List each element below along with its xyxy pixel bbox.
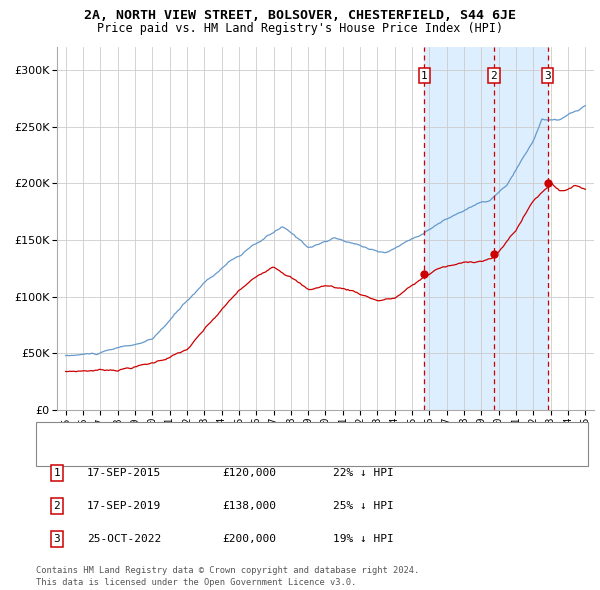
Text: 3: 3 [53, 535, 61, 544]
Text: 2: 2 [490, 71, 497, 81]
Text: ——: —— [48, 446, 65, 460]
Text: 17-SEP-2019: 17-SEP-2019 [87, 502, 161, 511]
Text: 22% ↓ HPI: 22% ↓ HPI [333, 468, 394, 478]
Text: 25% ↓ HPI: 25% ↓ HPI [333, 502, 394, 511]
Text: 25-OCT-2022: 25-OCT-2022 [87, 535, 161, 544]
Text: 17-SEP-2015: 17-SEP-2015 [87, 468, 161, 478]
Text: ——: —— [48, 427, 65, 441]
Text: £200,000: £200,000 [222, 535, 276, 544]
Text: £138,000: £138,000 [222, 502, 276, 511]
Text: 2A, NORTH VIEW STREET, BOLSOVER, CHESTERFIELD, S44 6JE (detached house): 2A, NORTH VIEW STREET, BOLSOVER, CHESTER… [81, 429, 498, 438]
Text: Contains HM Land Registry data © Crown copyright and database right 2024.: Contains HM Land Registry data © Crown c… [36, 566, 419, 575]
Text: 1: 1 [421, 71, 428, 81]
Text: 3: 3 [544, 71, 551, 81]
Text: 19% ↓ HPI: 19% ↓ HPI [333, 535, 394, 544]
Text: HPI: Average price, detached house, Bolsover: HPI: Average price, detached house, Bols… [81, 448, 340, 458]
Text: This data is licensed under the Open Government Licence v3.0.: This data is licensed under the Open Gov… [36, 578, 356, 588]
Text: £120,000: £120,000 [222, 468, 276, 478]
Text: 2A, NORTH VIEW STREET, BOLSOVER, CHESTERFIELD, S44 6JE: 2A, NORTH VIEW STREET, BOLSOVER, CHESTER… [84, 9, 516, 22]
Bar [424, 47, 548, 410]
Text: 2: 2 [53, 502, 61, 511]
Text: Price paid vs. HM Land Registry's House Price Index (HPI): Price paid vs. HM Land Registry's House … [97, 22, 503, 35]
Text: 1: 1 [53, 468, 61, 478]
